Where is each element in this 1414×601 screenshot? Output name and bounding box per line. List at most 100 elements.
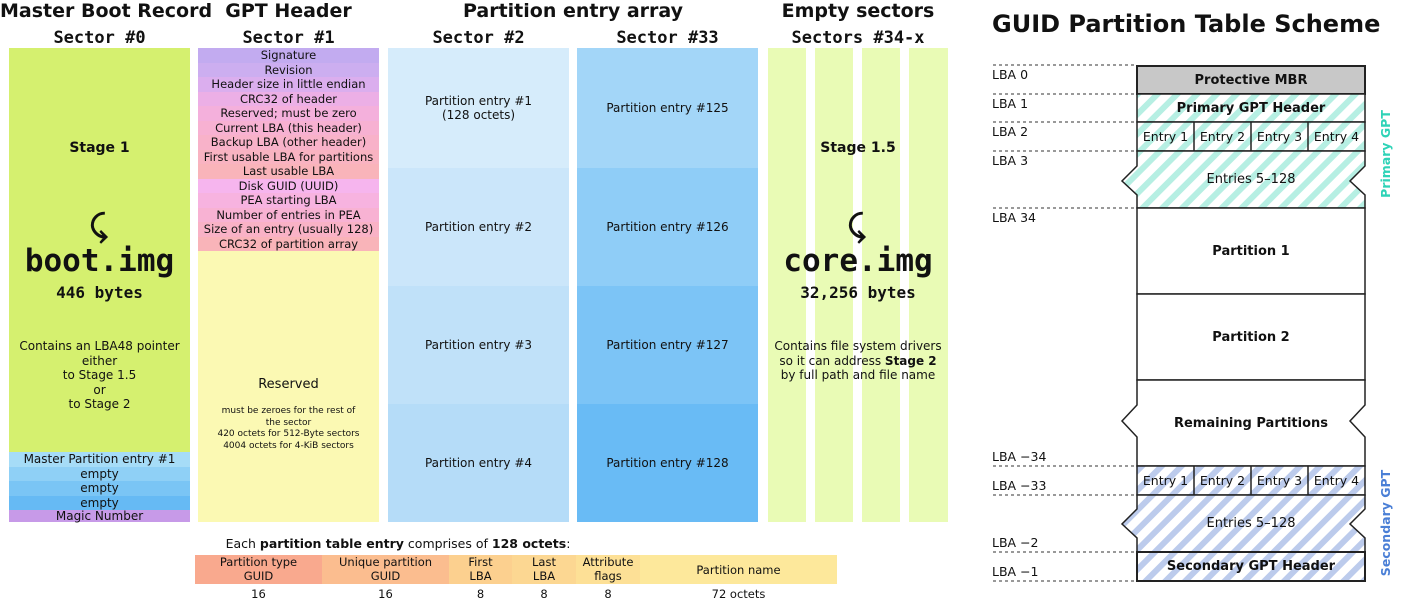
mbr-desc-line-2: either xyxy=(81,353,118,368)
gpt-field-first-usable: First usable LBA for partitions xyxy=(198,149,379,164)
primary-gpt-header-label: Primary GPT Header xyxy=(1176,100,1326,116)
gpt-field-reserved-zero: Reserved; must be zero xyxy=(198,106,379,121)
lba-label-neg34: LBA −34 xyxy=(992,449,1047,464)
partition-2-box xyxy=(1136,293,1366,381)
empty-sector-strip-2 xyxy=(815,48,853,522)
secondary-entry-2: Entry 2 xyxy=(1199,473,1246,488)
caption-post: : xyxy=(566,536,571,551)
mbr-stage-label: Stage 1 xyxy=(69,140,130,156)
gpt-field-disk-guid: Disk GUID (UUID) xyxy=(198,178,379,193)
pea-header: Partition entry array xyxy=(462,0,684,22)
mbr-desc-line-4: or xyxy=(93,382,106,397)
mbr-entry-1: Master Partition entry #1 xyxy=(9,452,190,467)
lba-label-neg2: LBA −2 xyxy=(992,535,1039,550)
lba-label-0: LBA 0 xyxy=(992,67,1029,82)
empty-sector-strip-1 xyxy=(768,48,806,522)
pea-entry-125: Partition entry #125 xyxy=(577,48,758,168)
primary-gpt-header-box xyxy=(1136,93,1366,123)
pea-entry-4: Partition entry #4 xyxy=(388,404,569,522)
secondary-entry-3: Entry 3 xyxy=(1256,473,1303,488)
gpt-field-crc-header: CRC32 of header xyxy=(198,91,379,106)
pea-entry-127: Partition entry #127 xyxy=(577,286,758,404)
core-desc-line-1: Contains file system drivers xyxy=(774,339,942,353)
gpt-reserved-note-3: 420 octets for 512-Byte sectors xyxy=(217,429,360,439)
pea-entry-1-label: Partition entry #1 xyxy=(424,94,533,108)
mbr-entry-3: empty xyxy=(9,481,190,496)
gpt-reserved-label: Reserved xyxy=(258,377,319,392)
pea-entry-2: Partition entry #2 xyxy=(388,168,569,286)
core-desc-line-3: by full path and file name xyxy=(780,368,936,382)
secondary-gpt-header-box xyxy=(1136,551,1366,582)
mbr-description: Contains an LBA48 pointer either to Stag… xyxy=(9,339,190,412)
secondary-entry-1: Entry 1 xyxy=(1142,473,1189,488)
mbr-header: Master Boot Record xyxy=(0,0,213,22)
core-desc-stage2: Stage 2 xyxy=(884,353,937,368)
pea-entry-1: Partition entry #1 (128 octets) xyxy=(388,48,569,168)
gpt-field-crc-array: CRC32 of partition array xyxy=(198,236,379,251)
sector-0-label: Sector #0 xyxy=(53,28,146,48)
mbr-entry-2: empty xyxy=(9,466,190,481)
caption-pre: Each xyxy=(225,536,260,551)
gpt-header-title: GPT Header xyxy=(225,0,352,22)
gpt-reserved-note: must be zeroes for the rest of the secto… xyxy=(198,406,379,452)
caption-bold-1: partition table entry xyxy=(259,536,404,551)
secondary-entry-4: Entry 4 xyxy=(1313,473,1360,488)
secondary-gpt-side-label: Secondary GPT xyxy=(1377,469,1393,577)
entry-size-type-guid: 16 xyxy=(251,587,266,601)
primary-entry-4: Entry 4 xyxy=(1313,129,1360,144)
gpt-reserved-note-1: must be zeroes for the rest of xyxy=(221,406,356,416)
core-desc-line-2: so it can address Stage 2 xyxy=(768,354,948,369)
gpt-scheme-diagram xyxy=(993,64,1366,582)
empty-sectors-header: Empty sectors xyxy=(781,0,935,22)
boot-img-label: boot.img xyxy=(24,243,175,279)
entry-layout-sizes: 16 16 8 8 8 72 octets xyxy=(195,587,837,601)
lba-label-neg1: LBA −1 xyxy=(992,564,1039,579)
pea-entry-126: Partition entry #126 xyxy=(577,168,758,286)
entry-size-first-lba: 8 xyxy=(476,587,485,601)
core-img-description: Contains file system drivers so it can a… xyxy=(768,339,948,383)
down-arrow-icon: ⤹ xyxy=(90,209,108,244)
gpt-scheme-title: GUID Partition Table Scheme xyxy=(992,10,1381,38)
core-img-label: core.img xyxy=(783,243,933,279)
entry-size-attribute-flags: 8 xyxy=(604,587,612,601)
caption-bold-2: 128 octets xyxy=(491,536,567,551)
pea-entry-1-sub: (128 octets) xyxy=(441,108,516,122)
mbr-desc-line-1: Contains an LBA48 pointer xyxy=(19,339,180,353)
entry-size-unique-guid: 16 xyxy=(378,587,393,601)
primary-entry-2: Entry 2 xyxy=(1199,129,1246,144)
mbr-block xyxy=(9,48,190,452)
entry-field-last-lba: Last LBA xyxy=(512,555,576,584)
gpt-reserved-note-4: 4004 octets for 4-KiB sectors xyxy=(223,440,354,451)
sector-34-label: Sectors #34-x xyxy=(791,28,925,48)
pea-entry-128: Partition entry #128 xyxy=(577,404,758,522)
gpt-field-current-lba: Current LBA (this header) xyxy=(198,120,379,135)
gpt-field-entry-count: Number of entries in PEA xyxy=(198,207,379,222)
lba-label-2: LBA 2 xyxy=(992,124,1029,139)
protective-mbr-label: Protective MBR xyxy=(1194,72,1308,88)
empty-sector-strip-3 xyxy=(862,48,900,522)
primary-entries-rest-label: Entries 5–128 xyxy=(1206,172,1296,187)
lba-label-34: LBA 34 xyxy=(992,210,1036,225)
lba-label-neg33: LBA −33 xyxy=(992,478,1047,493)
gpt-field-pea-start: PEA starting LBA xyxy=(198,193,379,208)
core-img-size: 32,256 bytes xyxy=(800,283,916,302)
partition-1-label: Partition 1 xyxy=(1212,243,1290,259)
pea-entry-3: Partition entry #3 xyxy=(388,286,569,404)
entry-layout-caption: Each partition table entry comprises of … xyxy=(198,536,598,551)
entry-field-unique-guid: Unique partition GUID xyxy=(322,555,449,584)
mbr-desc-line-3: to Stage 1.5 xyxy=(62,368,137,382)
lba-label-3: LBA 3 xyxy=(992,153,1029,168)
entry-field-first-lba: First LBA xyxy=(449,555,512,584)
entry-field-attribute-flags: Attribute flags xyxy=(576,555,640,584)
gpt-field-entry-size: Size of an entry (usually 128) xyxy=(198,222,379,237)
sector-1-label: Sector #1 xyxy=(242,28,335,48)
gpt-field-header-size: Header size in little endian xyxy=(198,77,379,92)
gpt-reserved-note-2: the sector xyxy=(265,417,312,428)
entry-size-last-lba: 8 xyxy=(540,587,548,601)
entry-layout-row: Partition type GUID Unique partition GUI… xyxy=(195,555,837,584)
entry-field-partition-name: Partition name xyxy=(640,555,837,584)
core-desc-line-2-text: so it can address xyxy=(779,353,885,368)
primary-entry-3: Entry 3 xyxy=(1256,129,1303,144)
sector-33-label: Sector #33 xyxy=(616,28,719,48)
mbr-desc-line-5: to Stage 2 xyxy=(68,397,131,411)
